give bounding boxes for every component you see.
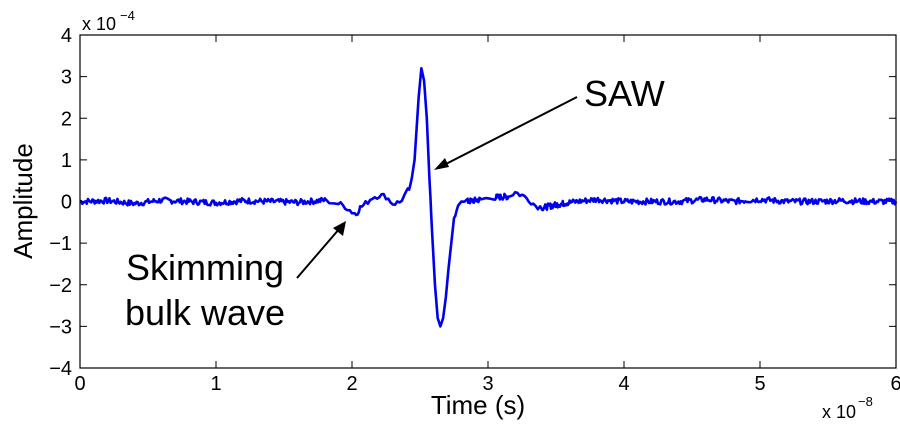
x-tick-label: 2 — [346, 373, 357, 395]
x-tick-label: 1 — [210, 373, 221, 395]
annotation-skimming-line2: bulk wave — [125, 292, 285, 333]
x-tick-label: 0 — [74, 373, 85, 395]
x-tick-label: 6 — [890, 373, 900, 395]
x-tick-label: 4 — [618, 373, 629, 395]
x-multiplier-label: x 10 — [822, 402, 856, 422]
annotation-skimming-line1: Skimming — [126, 247, 284, 288]
y-tick-label: −3 — [49, 316, 72, 338]
y-tick-label: 3 — [61, 67, 72, 89]
y-multiplier-exponent: −4 — [120, 8, 135, 23]
y-tick-label: 0 — [61, 192, 72, 214]
y-multiplier-label: x 10 — [82, 14, 116, 34]
x-multiplier-exponent: −8 — [858, 394, 873, 409]
y-tick-label: −1 — [49, 233, 72, 255]
y-tick-label: −4 — [49, 358, 72, 380]
y-multiplier: x 10 −4 — [82, 8, 135, 34]
x-axis-title: Time (s) — [431, 390, 525, 420]
y-tick-label: 1 — [61, 150, 72, 172]
y-tick-label: 2 — [61, 108, 72, 130]
x-multiplier: x 10 −8 — [822, 394, 873, 422]
y-tick-label: −2 — [49, 275, 72, 297]
annotation-saw: SAW — [584, 73, 665, 114]
y-tick-label: 4 — [61, 25, 72, 47]
x-tick-label: 5 — [754, 373, 765, 395]
y-axis-title: Amplitude — [8, 143, 38, 259]
